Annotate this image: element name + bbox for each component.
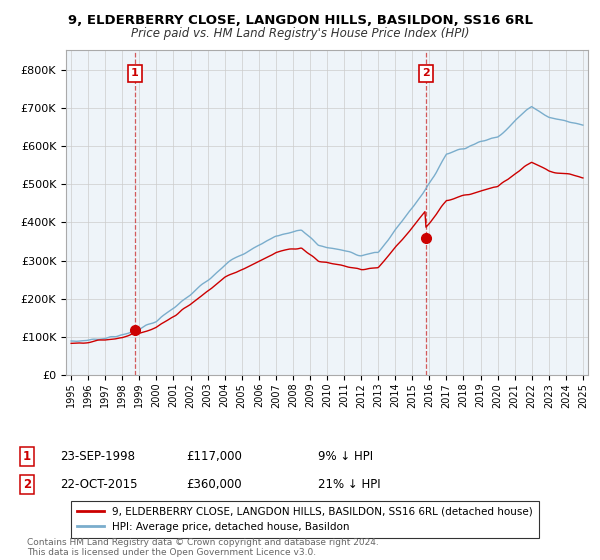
- Text: 2: 2: [422, 68, 430, 78]
- Text: Contains HM Land Registry data © Crown copyright and database right 2024.
This d: Contains HM Land Registry data © Crown c…: [27, 538, 379, 557]
- Text: 22-OCT-2015: 22-OCT-2015: [60, 478, 137, 491]
- Text: £117,000: £117,000: [186, 450, 242, 463]
- Text: 21% ↓ HPI: 21% ↓ HPI: [318, 478, 380, 491]
- Legend: 9, ELDERBERRY CLOSE, LANGDON HILLS, BASILDON, SS16 6RL (detached house), HPI: Av: 9, ELDERBERRY CLOSE, LANGDON HILLS, BASI…: [71, 501, 539, 538]
- Text: 23-SEP-1998: 23-SEP-1998: [60, 450, 135, 463]
- Text: 9% ↓ HPI: 9% ↓ HPI: [318, 450, 373, 463]
- Text: 1: 1: [23, 450, 31, 463]
- Text: 2: 2: [23, 478, 31, 491]
- Text: £360,000: £360,000: [186, 478, 242, 491]
- Text: 1: 1: [131, 68, 139, 78]
- Text: Price paid vs. HM Land Registry's House Price Index (HPI): Price paid vs. HM Land Registry's House …: [131, 27, 469, 40]
- Text: 9, ELDERBERRY CLOSE, LANGDON HILLS, BASILDON, SS16 6RL: 9, ELDERBERRY CLOSE, LANGDON HILLS, BASI…: [67, 14, 533, 27]
